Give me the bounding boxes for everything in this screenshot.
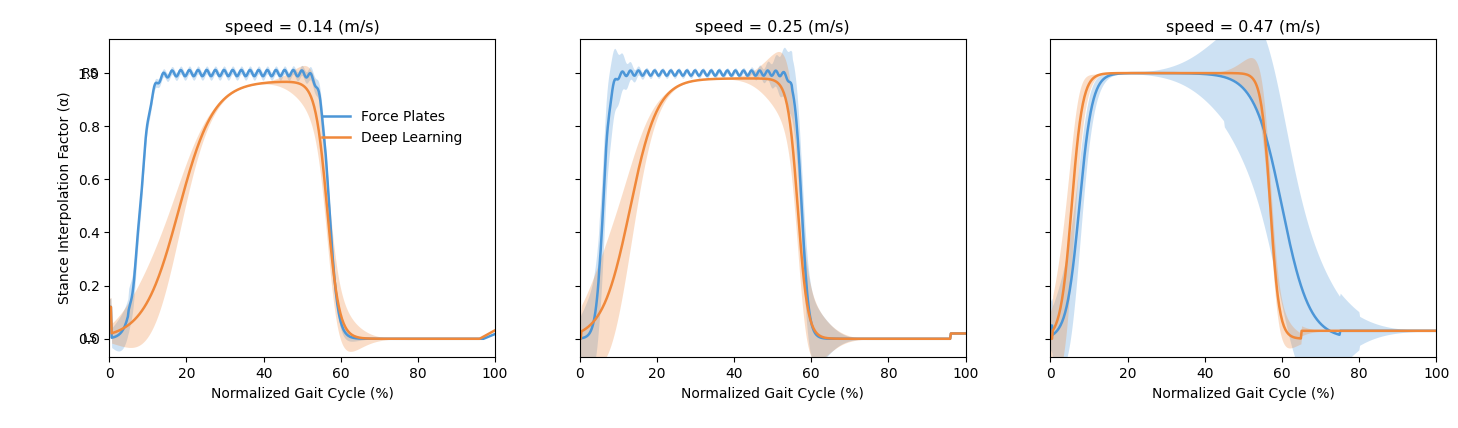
- Force Plates: [1427, 328, 1445, 333]
- Force Plates: [1139, 71, 1156, 76]
- X-axis label: Normalized Gait Cycle (%): Normalized Gait Cycle (%): [681, 386, 865, 401]
- Deep Learning: [331, 308, 348, 313]
- Force Plates: [287, 71, 305, 76]
- Force Plates: [487, 331, 504, 336]
- Legend: Force Plates, Deep Learning: Force Plates, Deep Learning: [316, 105, 468, 151]
- Deep Learning: [287, 80, 305, 85]
- Line: Force Plates: Force Plates: [580, 71, 965, 339]
- Title: speed = 0.47 (m/s): speed = 0.47 (m/s): [1166, 20, 1321, 35]
- Force Plates: [1251, 116, 1268, 121]
- Force Plates: [1041, 323, 1059, 328]
- Deep Learning: [101, 304, 118, 309]
- X-axis label: Normalized Gait Cycle (%): Normalized Gait Cycle (%): [1152, 386, 1334, 401]
- Force Plates: [331, 315, 348, 320]
- Deep Learning: [572, 336, 589, 342]
- Title: speed = 0.14 (m/s): speed = 0.14 (m/s): [225, 20, 379, 35]
- Force Plates: [417, 336, 434, 342]
- Deep Learning: [1427, 328, 1445, 333]
- Force Plates: [780, 79, 798, 84]
- Deep Learning: [1041, 336, 1059, 342]
- Deep Learning: [1251, 95, 1268, 100]
- Deep Learning: [1226, 71, 1244, 76]
- Force Plates: [1359, 328, 1376, 333]
- Force Plates: [1228, 80, 1245, 85]
- Deep Learning: [757, 76, 774, 81]
- Deep Learning: [311, 128, 328, 134]
- Force Plates: [948, 331, 965, 336]
- Deep Learning: [948, 331, 965, 336]
- Force Plates: [478, 335, 496, 340]
- Line: Deep Learning: Deep Learning: [109, 82, 496, 339]
- Deep Learning: [1271, 312, 1289, 318]
- Deep Learning: [956, 331, 974, 336]
- Line: Force Plates: Force Plates: [1050, 73, 1436, 335]
- Force Plates: [1331, 332, 1349, 337]
- Deep Learning: [417, 336, 434, 342]
- Force Plates: [311, 89, 328, 94]
- Force Plates: [241, 67, 258, 72]
- Deep Learning: [1419, 328, 1436, 333]
- Line: Deep Learning: Deep Learning: [1050, 73, 1436, 339]
- Force Plates: [1420, 328, 1438, 333]
- Deep Learning: [888, 336, 905, 342]
- Deep Learning: [741, 76, 758, 81]
- Force Plates: [474, 336, 491, 342]
- Force Plates: [671, 68, 688, 73]
- Deep Learning: [471, 336, 488, 342]
- Force Plates: [1226, 79, 1244, 84]
- Force Plates: [1271, 198, 1289, 203]
- Force Plates: [284, 67, 302, 72]
- Deep Learning: [802, 317, 819, 322]
- Line: Force Plates: Force Plates: [109, 70, 496, 339]
- X-axis label: Normalized Gait Cycle (%): Normalized Gait Cycle (%): [211, 386, 394, 401]
- Force Plates: [755, 73, 773, 78]
- Deep Learning: [276, 79, 293, 84]
- Deep Learning: [1172, 71, 1190, 76]
- Title: speed = 0.25 (m/s): speed = 0.25 (m/s): [695, 20, 850, 35]
- Deep Learning: [478, 332, 496, 337]
- Deep Learning: [487, 328, 504, 333]
- Deep Learning: [755, 76, 773, 81]
- Text: LS: LS: [83, 332, 98, 345]
- Deep Learning: [780, 116, 798, 121]
- Force Plates: [802, 315, 819, 320]
- Force Plates: [572, 336, 589, 342]
- Deep Learning: [284, 80, 302, 85]
- Deep Learning: [1359, 328, 1376, 333]
- Line: Deep Learning: Deep Learning: [580, 78, 965, 339]
- Deep Learning: [1228, 71, 1245, 76]
- Y-axis label: Stance Interpolation Factor (α): Stance Interpolation Factor (α): [58, 92, 71, 304]
- Force Plates: [101, 304, 118, 309]
- Force Plates: [888, 336, 905, 342]
- Force Plates: [757, 69, 774, 74]
- Text: RS: RS: [82, 67, 98, 80]
- Force Plates: [956, 331, 974, 336]
